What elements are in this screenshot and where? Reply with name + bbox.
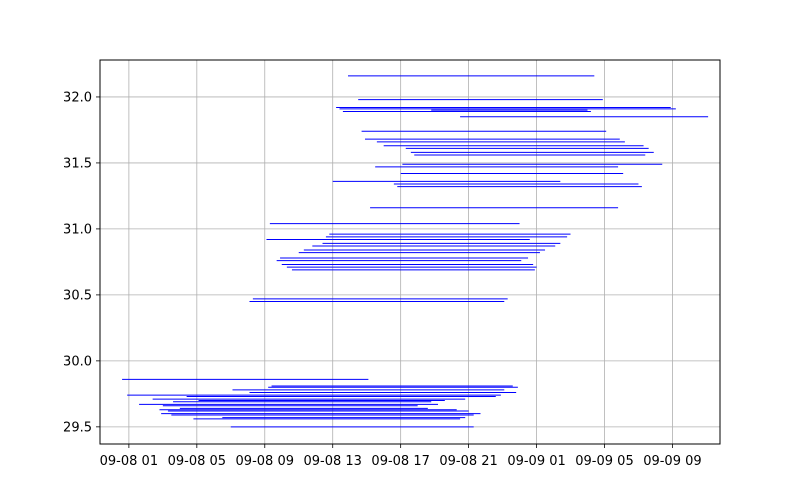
y-tick-label: 31.5: [63, 156, 92, 171]
y-tick-label: 32.0: [63, 90, 92, 105]
x-tick-label: 09-08 05: [168, 454, 226, 469]
x-tick-label: 09-09 01: [507, 454, 565, 469]
y-tick-label: 31.0: [63, 222, 92, 237]
x-tick-label: 09-09 09: [643, 454, 701, 469]
y-axis: 29.5 30.0 30.5 31.0 31.5 32.0: [63, 90, 100, 435]
x-tick-label: 09-08 17: [371, 454, 429, 469]
x-tick-label: 09-08 09: [236, 454, 294, 469]
x-tick-label: 09-08 01: [100, 454, 158, 469]
y-tick-label: 30.5: [63, 288, 92, 303]
plot-frame: [99, 59, 721, 445]
y-tick-label: 30.0: [63, 354, 92, 369]
x-tick-label: 09-09 05: [575, 454, 633, 469]
x-tick-label: 09-08 13: [303, 454, 361, 469]
x-tick-label: 09-08 21: [439, 454, 497, 469]
x-axis: 09-08 01 09-08 05 09-08 09 09-08 13 09-08 17…: [100, 444, 702, 469]
y-tick-label: 29.5: [63, 420, 92, 435]
segment-layer: [122, 75, 709, 428]
grid-layer: [100, 60, 720, 444]
